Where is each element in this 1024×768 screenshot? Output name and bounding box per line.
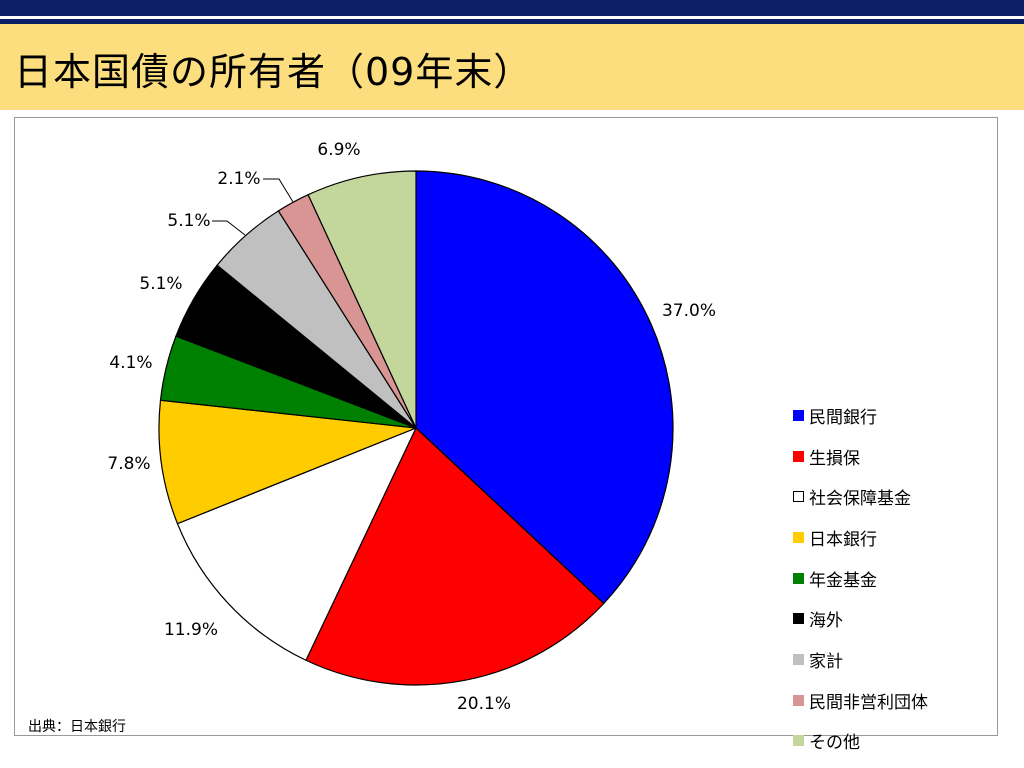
legend-label: 日本銀行 xyxy=(809,529,877,550)
legend-item-7: 家計 xyxy=(793,639,928,680)
legend-label: 民間非営利団体 xyxy=(809,692,928,713)
slice-value-label-5: 4.1% xyxy=(109,353,152,373)
chart-frame: 37.0% 20.1% 11.9% 7.8% 4.1% 5.1% 5.1% 2.1% 6.9% … xyxy=(14,117,998,753)
legend-item-3: 社会保障基金 xyxy=(793,476,928,517)
legend-item-4: 日本銀行 xyxy=(793,517,928,558)
leader-line-6 xyxy=(212,220,246,236)
slice-value-label-7: 5.1% xyxy=(167,211,210,231)
title-band: 日本国債の所有者（09年末） xyxy=(0,24,1024,110)
legend-swatch xyxy=(793,450,804,462)
slice-value-label-4: 7.8% xyxy=(107,454,150,474)
legend-label: 家計 xyxy=(809,651,843,672)
legend-label: 年金基金 xyxy=(809,570,877,591)
pie-slice-2 xyxy=(305,427,605,686)
slice-value-label-9: 6.9% xyxy=(317,140,360,160)
slice-value-label-1: 37.0% xyxy=(662,301,716,321)
legend-swatch xyxy=(793,735,804,747)
legend-swatch xyxy=(793,409,804,421)
legend-label: その他 xyxy=(809,733,860,754)
slide-title: 日本国債の所有者（09年末） xyxy=(14,50,533,94)
pie-chart: 37.0% 20.1% 11.9% 7.8% 4.1% 5.1% 5.1% 2.1% 6.9% xyxy=(107,140,716,714)
legend-item-8: 民間非営利団体 xyxy=(793,680,928,721)
slice-value-label-6: 5.1% xyxy=(139,274,182,294)
legend-label: 海外 xyxy=(809,611,843,632)
legend-item-2: 生損保 xyxy=(793,436,928,477)
legend-swatch xyxy=(793,531,804,543)
legend-item-9: その他 xyxy=(793,721,928,762)
header-stripe xyxy=(0,16,1024,19)
legend-swatch xyxy=(793,694,804,706)
legend-swatch xyxy=(793,491,804,503)
legend-item-6: 海外 xyxy=(793,598,928,639)
legend-label: 民間銀行 xyxy=(809,407,877,428)
pie-slice-4 xyxy=(158,399,417,525)
legend-item-1: 民間銀行 xyxy=(793,395,928,436)
top-header-bar xyxy=(0,0,1024,24)
slice-value-label-2: 20.1% xyxy=(457,694,511,714)
slice-value-label-8: 2.1% xyxy=(217,169,260,189)
source-note: 出典：日本銀行 xyxy=(28,719,126,735)
leader-line-8 xyxy=(263,178,294,203)
pie-slice-9 xyxy=(307,170,417,429)
legend-label: 社会保障基金 xyxy=(809,489,911,510)
legend-swatch xyxy=(793,613,804,625)
legend-label: 生損保 xyxy=(809,448,860,469)
legend-item-5: 年金基金 xyxy=(793,558,928,599)
chart-legend: 民間銀行生損保社会保障基金 日本銀行年金基金海外家計民間非営利団体 その他 xyxy=(793,395,928,761)
legend-swatch xyxy=(793,572,804,584)
legend-swatch xyxy=(793,653,804,665)
slice-value-label-3: 11.9% xyxy=(164,620,218,640)
pie-slice-1 xyxy=(415,170,674,605)
pie-slice-3 xyxy=(176,426,418,662)
